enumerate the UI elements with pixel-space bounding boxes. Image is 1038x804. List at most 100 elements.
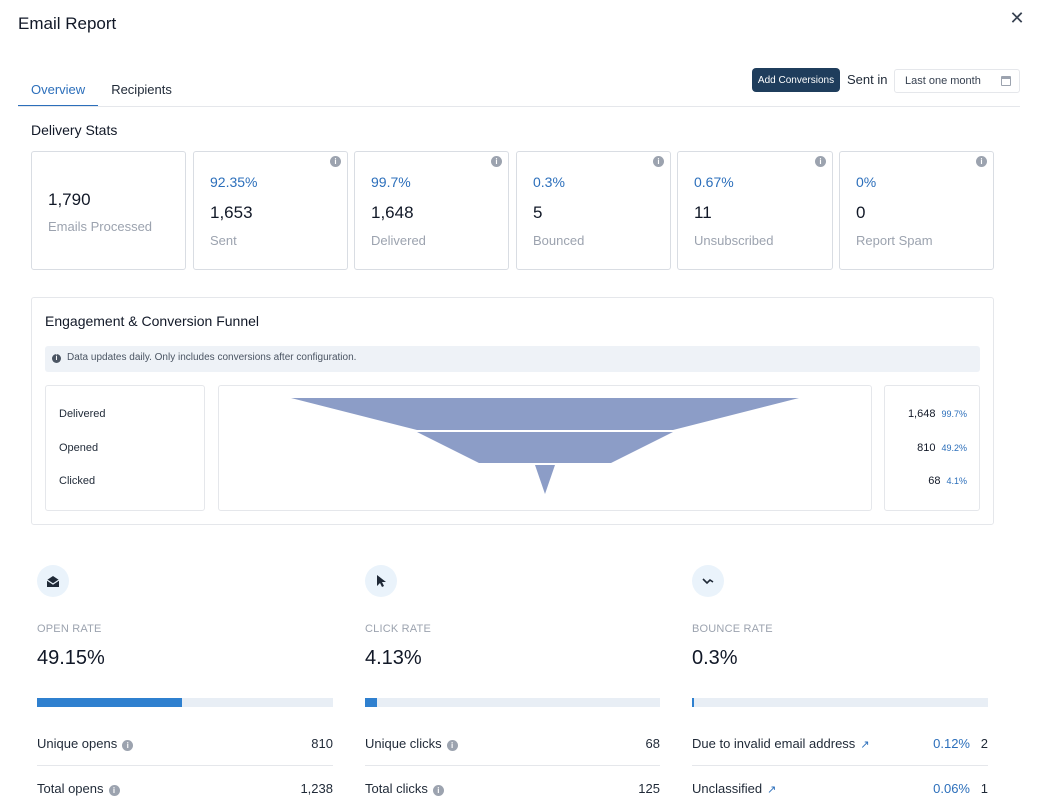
external-link-icon[interactable]: ↗ — [860, 739, 870, 751]
calendar-icon — [1001, 76, 1011, 86]
sent-in-label: Sent in — [847, 72, 888, 87]
metric-label: OPEN RATE — [37, 623, 102, 635]
date-range-select[interactable]: Last one month — [894, 69, 1020, 93]
modal-title: Email Report — [18, 14, 117, 33]
date-range-value: Last one month — [905, 75, 981, 87]
funnel-count: 810 — [917, 442, 936, 454]
stat-label: Sent — [210, 233, 237, 248]
stat-value: 1,648 — [371, 203, 414, 222]
metric-row: Unique opens i 810 — [37, 721, 333, 766]
bounce-rate-progress — [692, 698, 988, 707]
close-icon[interactable]: ✕ — [1009, 8, 1025, 28]
info-icon[interactable]: i — [432, 785, 444, 796]
external-link-icon[interactable]: ↗ — [767, 784, 777, 796]
metric-row: Unique clicks i 68 — [365, 721, 660, 766]
funnel-stage-label: Opened — [59, 442, 99, 454]
row-label: Total opens i — [37, 781, 120, 796]
funnel-stage-labels: Delivered Opened Clicked — [45, 385, 205, 511]
add-conversions-button[interactable]: Add Conversions — [752, 68, 840, 92]
row-percent: 0.12% — [933, 736, 970, 751]
row-value: 2 — [980, 736, 988, 751]
click-rate-progress — [365, 698, 660, 707]
funnel-percent: 49.2% — [941, 443, 967, 453]
funnel-stage-values: 1,648 99.7% 810 49.2% 68 4.1% — [884, 385, 980, 511]
stat-card-bounced: i 0.3% 5 Bounced — [516, 151, 671, 270]
info-icon[interactable]: i — [976, 156, 987, 167]
info-icon[interactable]: i — [122, 740, 134, 751]
row-label: Total clicks i — [365, 781, 444, 796]
stat-percent: 92.35% — [210, 174, 258, 190]
metric-label: BOUNCE RATE — [692, 623, 773, 635]
metric-row: Due to invalid email address ↗ 0.12% 2 — [692, 721, 988, 766]
stat-card-report-spam: i 0% 0 Report Spam — [839, 151, 994, 270]
funnel-percent: 4.1% — [946, 476, 967, 486]
tabs-divider — [18, 106, 1020, 107]
funnel-value-row: 1,648 99.7% — [908, 408, 967, 420]
info-icon[interactable]: i — [108, 785, 120, 796]
tab-recipients[interactable]: Recipients — [111, 82, 172, 97]
envelope-open-icon — [37, 565, 69, 597]
funnel-segment-delivered — [291, 398, 799, 430]
info-icon[interactable]: i — [815, 156, 826, 167]
stat-card-processed: 1,790 Emails Processed — [31, 151, 186, 270]
funnel-title: Engagement & Conversion Funnel — [45, 313, 260, 329]
info-icon[interactable]: i — [653, 156, 664, 167]
funnel-stage-label: Delivered — [59, 408, 106, 420]
metric-value: 0.3% — [692, 647, 738, 669]
funnel-segment-clicked — [535, 465, 555, 494]
delivery-stats-title: Delivery Stats — [31, 122, 118, 138]
stat-card-delivered: i 99.7% 1,648 Delivered — [354, 151, 509, 270]
info-icon[interactable]: i — [491, 156, 502, 167]
stat-label: Unsubscribed — [694, 233, 774, 248]
stat-label: Bounced — [533, 233, 585, 248]
funnel-notice-text: Data updates daily. Only includes conver… — [67, 352, 357, 363]
row-value: 68 — [645, 736, 660, 751]
stat-card-sent: i 92.35% 1,653 Sent — [193, 151, 348, 270]
funnel-chart — [218, 385, 872, 511]
stat-percent: 0% — [856, 174, 877, 190]
row-percent: 0.06% — [933, 781, 970, 796]
row-label: Unique clicks i — [365, 736, 458, 751]
funnel-stage-label: Clicked — [59, 475, 96, 487]
row-label: Due to invalid email address ↗ — [692, 736, 870, 751]
stat-label: Emails Processed — [48, 219, 153, 234]
tab-bar: Overview Recipients — [18, 74, 185, 107]
row-value: 810 — [311, 736, 333, 751]
stat-value: 1,653 — [210, 203, 253, 222]
stat-card-unsubscribed: i 0.67% 11 Unsubscribed — [677, 151, 833, 270]
tab-overview[interactable]: Overview — [18, 74, 99, 107]
info-icon[interactable]: i — [446, 740, 458, 751]
metric-value: 4.13% — [365, 647, 422, 669]
funnel-segment-opened — [417, 432, 673, 463]
row-label: Unclassified ↗ — [692, 781, 777, 796]
stat-value: 11 — [694, 203, 712, 222]
stat-label: Report Spam — [856, 233, 933, 248]
row-value: 125 — [638, 781, 660, 796]
funnel-count: 68 — [928, 475, 941, 487]
metric-value: 49.15% — [37, 647, 105, 669]
info-icon: i — [52, 354, 61, 363]
funnel-panel: Engagement & Conversion Funnel i Data up… — [31, 297, 994, 525]
metric-label: CLICK RATE — [365, 623, 431, 635]
stat-percent: 99.7% — [371, 174, 411, 190]
stat-value: 1,790 — [48, 190, 91, 209]
info-icon[interactable]: i — [330, 156, 341, 167]
stat-value: 5 — [533, 203, 543, 222]
bounce-icon — [692, 565, 724, 597]
progress-fill — [365, 698, 377, 707]
row-label: Unique opens i — [37, 736, 134, 751]
progress-fill — [37, 698, 182, 707]
funnel-value-row: 810 49.2% — [917, 442, 967, 454]
stat-label: Delivered — [371, 233, 426, 248]
metric-row: Total opens i 1,238 — [37, 766, 333, 804]
funnel-count: 1,648 — [907, 408, 936, 420]
stat-value: 0 — [856, 203, 866, 222]
funnel-percent: 99.7% — [941, 409, 967, 419]
funnel-svg — [291, 398, 799, 494]
cursor-icon — [365, 565, 397, 597]
funnel-notice: i Data updates daily. Only includes conv… — [45, 346, 980, 372]
open-rate-progress — [37, 698, 333, 707]
row-value: 1 — [980, 781, 988, 796]
progress-fill — [692, 698, 694, 707]
metric-row: Total clicks i 125 — [365, 766, 660, 804]
